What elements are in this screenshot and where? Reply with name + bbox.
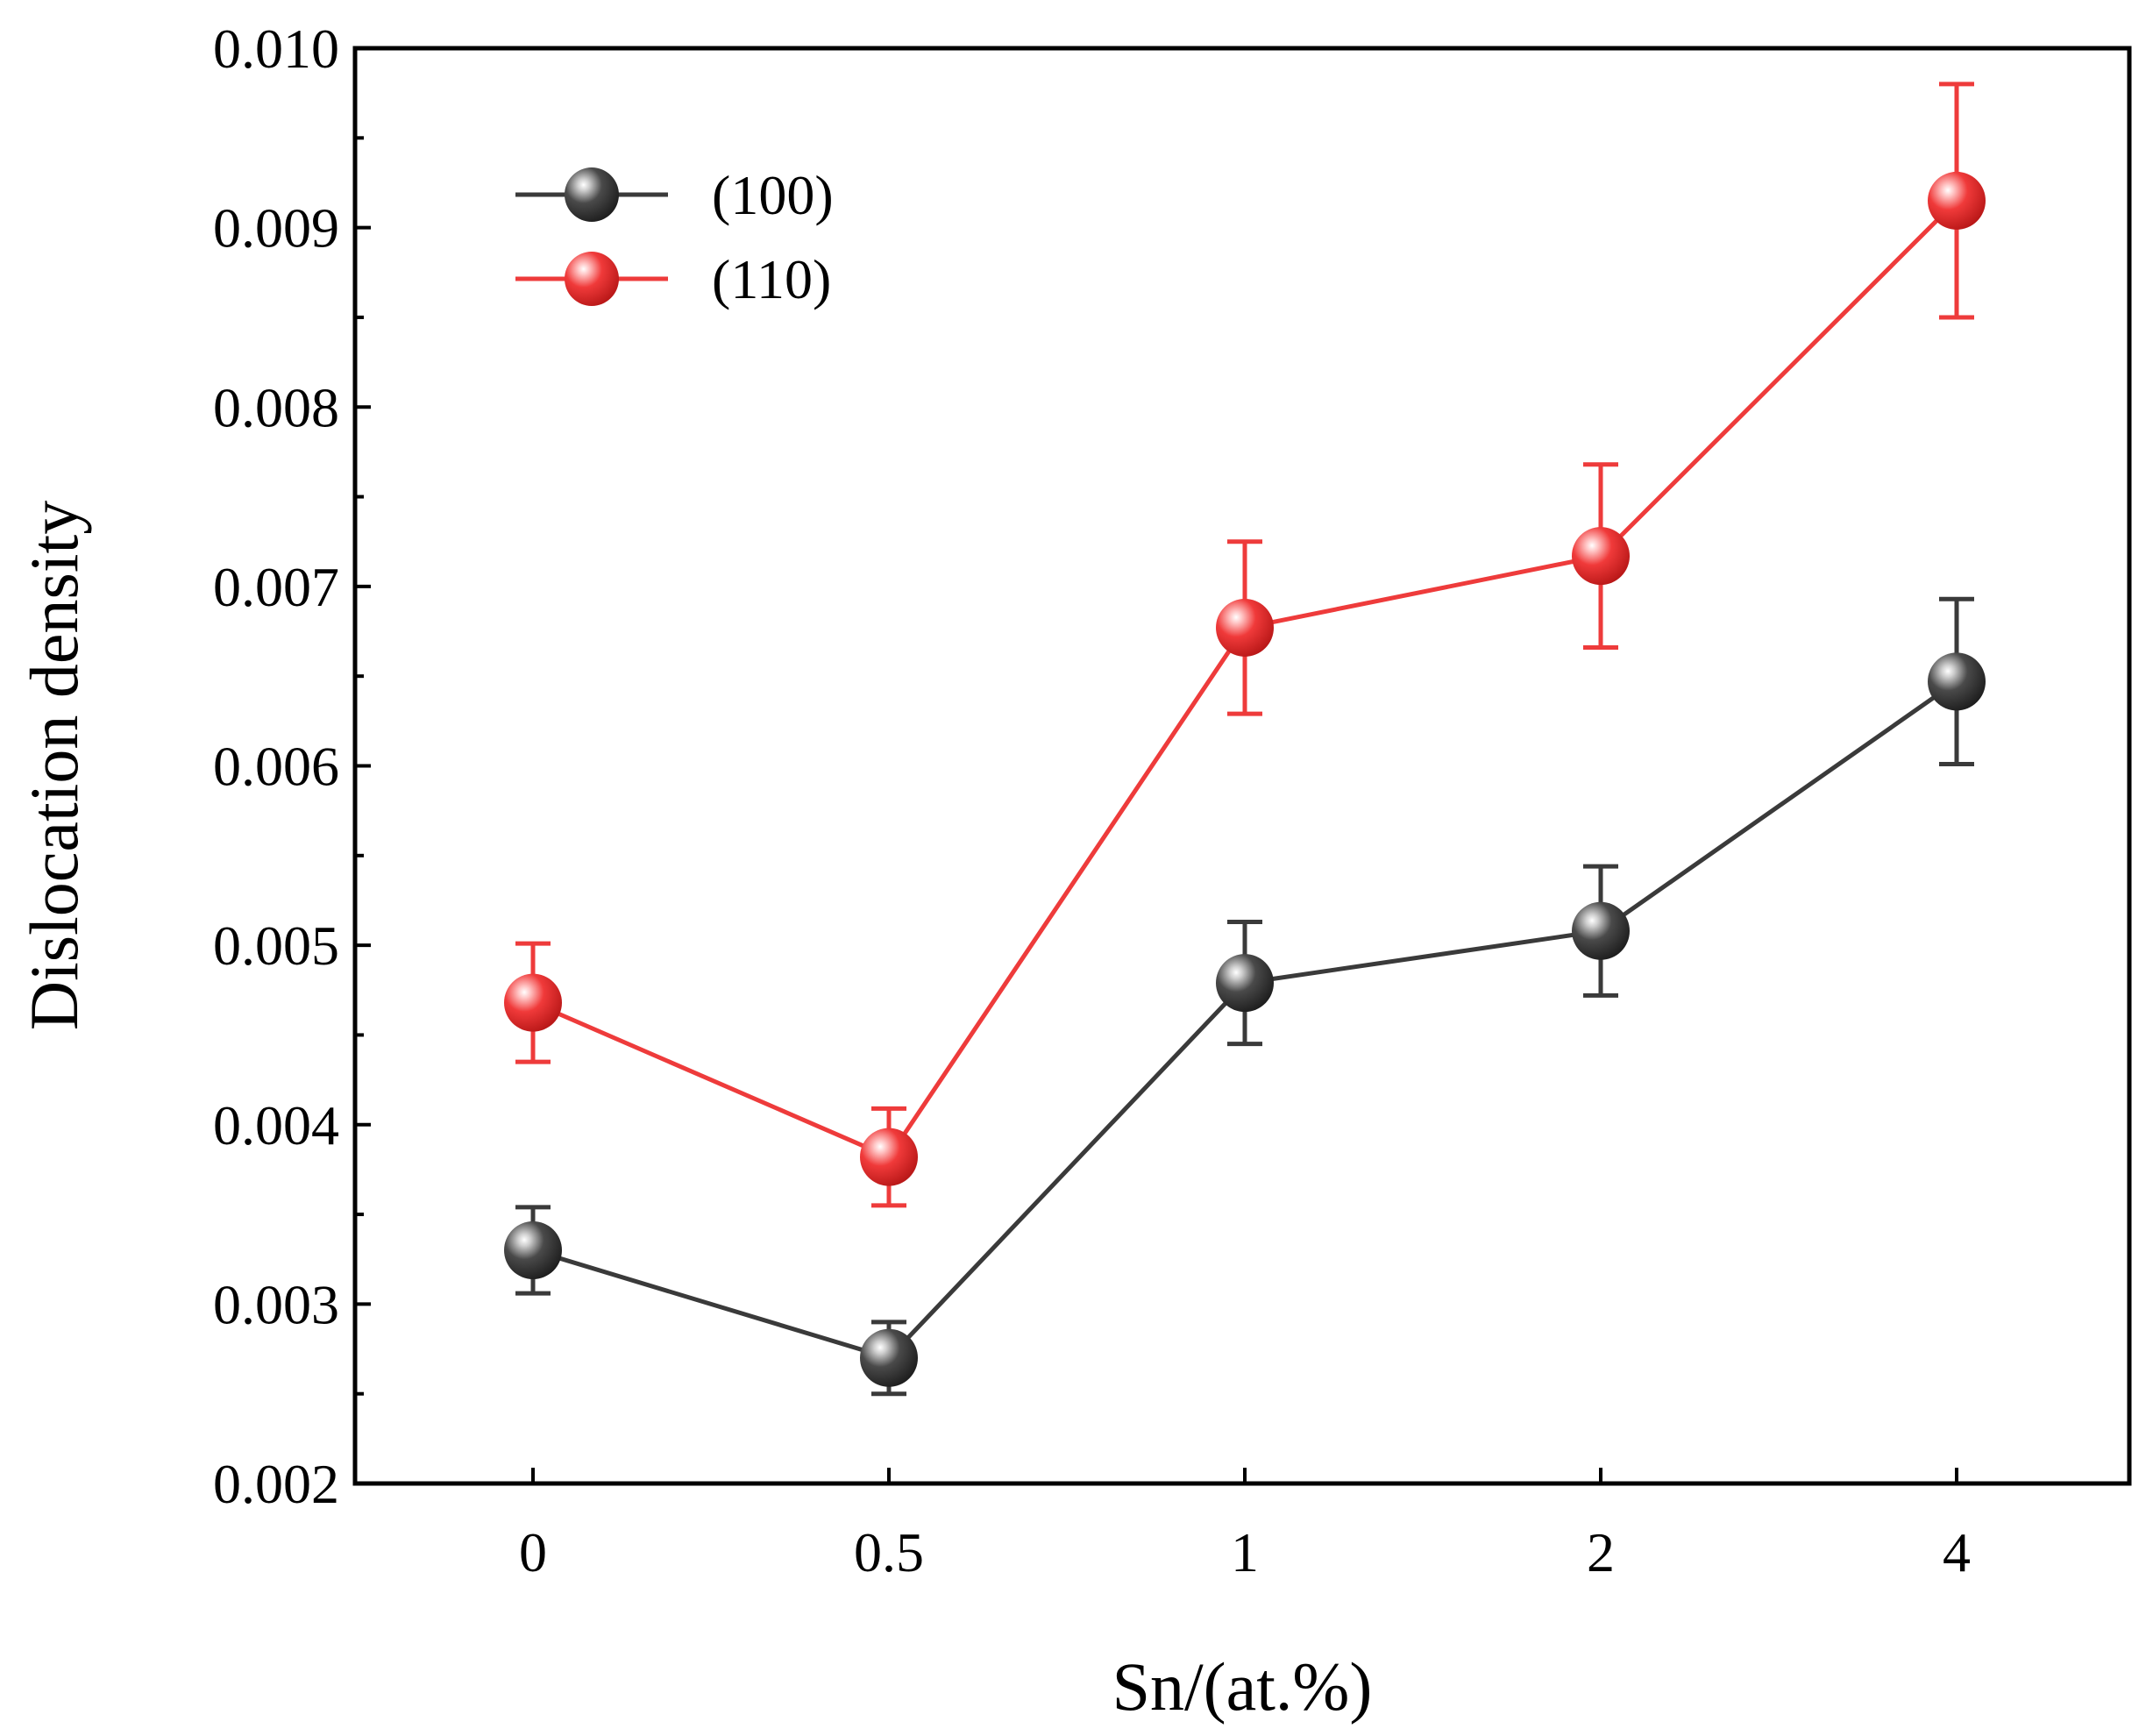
legend-marker [565, 252, 619, 306]
x-tick-label: 0.5 [854, 1521, 924, 1583]
x-axis: 0 0.5 1 2 4 [519, 1468, 1971, 1583]
x-tick-label: 0 [519, 1521, 547, 1583]
x-axis-title: Sn/(at.%) [1112, 1648, 1373, 1725]
data-point [504, 973, 562, 1032]
y-tick-label: 0.003 [213, 1273, 339, 1335]
y-tick-label: 0.002 [213, 1453, 339, 1515]
data-point [1928, 171, 1986, 230]
y-tick-label: 0.008 [213, 376, 339, 438]
plot-frame [352, 46, 2132, 1486]
data-point [1572, 901, 1630, 960]
y-tick-label: 0.010 [213, 18, 339, 80]
legend-label: (110) [712, 248, 831, 310]
series-1 [504, 82, 1986, 1208]
y-tick-label: 0.006 [213, 736, 339, 798]
data-point [504, 1220, 562, 1279]
series-0 [504, 596, 1986, 1397]
series-layer [504, 82, 1986, 1397]
legend: (100) (110) [515, 164, 834, 310]
legend-marker [565, 167, 619, 222]
y-tick-label: 0.009 [213, 197, 339, 260]
y-tick-label: 0.004 [213, 1094, 339, 1156]
data-point [860, 1328, 918, 1387]
data-point [1216, 954, 1274, 1013]
y-axis: 0.002 0.003 0.004 0.005 0.006 0.007 0.008 0.009… [213, 18, 371, 1515]
y-tick-label: 0.007 [213, 556, 339, 618]
data-point [860, 1128, 918, 1186]
x-tick-label: 4 [1943, 1521, 1971, 1583]
y-axis-title: Dislocation density [16, 501, 92, 1030]
x-tick-label: 2 [1587, 1521, 1615, 1583]
legend-label: (100) [712, 164, 834, 226]
data-point [1572, 527, 1630, 586]
data-point [1928, 652, 1986, 711]
y-tick-label: 0.005 [213, 914, 339, 977]
data-point [1216, 598, 1274, 657]
x-tick-label: 1 [1231, 1521, 1259, 1583]
